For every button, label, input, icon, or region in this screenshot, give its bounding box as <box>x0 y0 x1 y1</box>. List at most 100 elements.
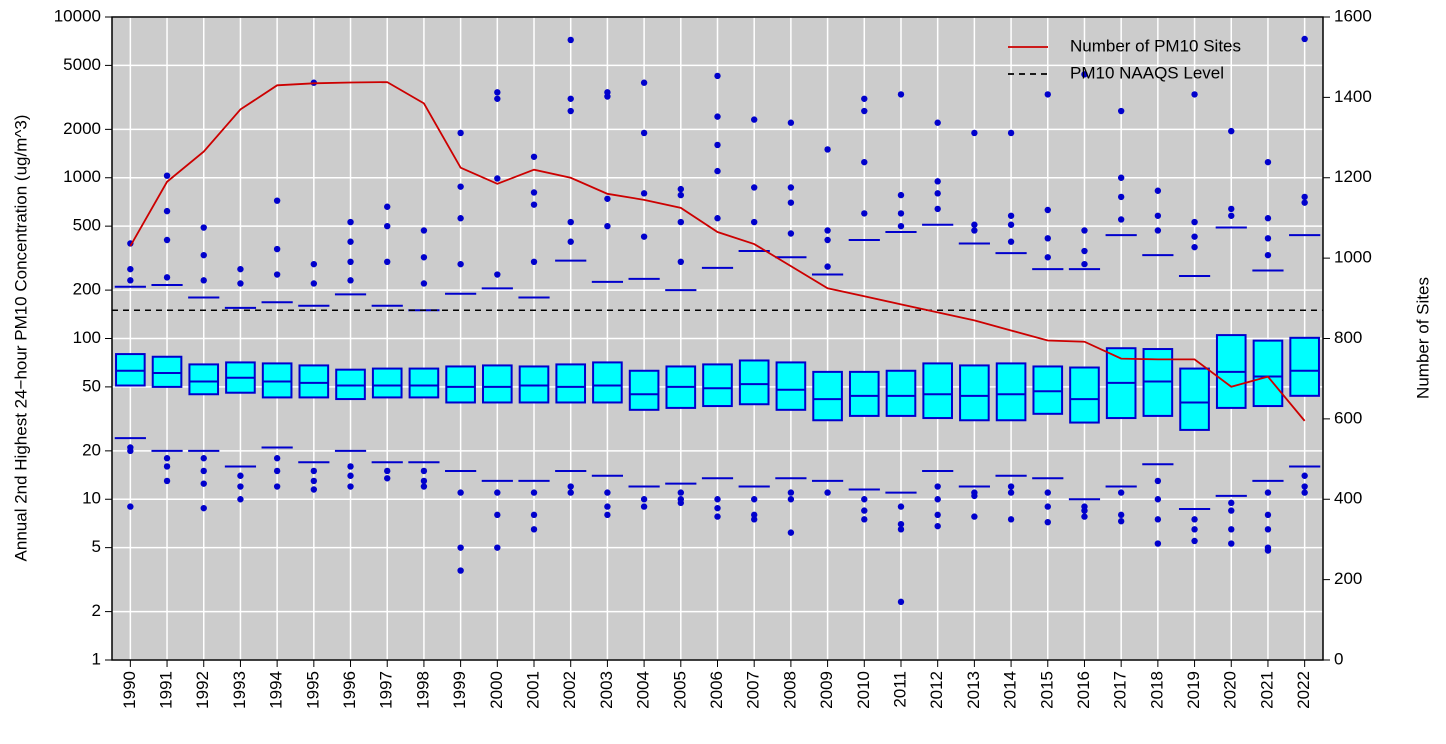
outlier <box>530 189 538 196</box>
outlier <box>971 221 978 228</box>
y-tick-label: 500 <box>73 216 101 235</box>
outlier <box>494 489 501 496</box>
outlier <box>1228 540 1235 547</box>
box <box>775 361 807 411</box>
y-tick-label: 200 <box>73 280 101 299</box>
box <box>335 368 366 401</box>
plot-frame <box>111 16 1324 661</box>
y2-tick-label: 1000 <box>1334 248 1372 267</box>
x-tick-label: 2021 <box>1257 671 1276 709</box>
outlier <box>1301 35 1308 43</box>
outlier <box>971 227 978 234</box>
outlier <box>1044 206 1051 214</box>
x-tick-label: 2003 <box>597 671 616 709</box>
outlier <box>1117 518 1125 525</box>
outlier <box>1301 483 1308 490</box>
x-tick-label: 2005 <box>670 671 689 709</box>
outlier <box>604 489 611 496</box>
outlier <box>384 475 391 482</box>
outlier <box>127 277 134 284</box>
outlier <box>1117 193 1125 201</box>
outlier <box>347 218 354 226</box>
outlier <box>897 222 905 230</box>
outlier <box>1264 547 1272 554</box>
legend-label: PM10 NAAQS Level <box>1070 63 1224 82</box>
outlier <box>787 184 795 191</box>
y-tick-label: 5 <box>92 537 101 556</box>
outlier <box>1154 477 1162 485</box>
outlier <box>1081 71 1088 78</box>
outlier <box>494 544 501 551</box>
y2-tick-label: 800 <box>1334 328 1362 347</box>
outlier <box>163 274 171 281</box>
outlier <box>530 201 538 208</box>
outlier <box>787 529 795 536</box>
outlier <box>420 477 428 485</box>
outlier <box>530 153 538 160</box>
outlier <box>604 503 611 510</box>
outlier <box>1081 260 1088 268</box>
outlier <box>163 477 171 485</box>
outlier <box>1007 483 1015 490</box>
x-tick-label: 2013 <box>964 671 983 709</box>
outlier <box>1044 489 1051 496</box>
outlier <box>494 95 501 102</box>
outlier <box>200 467 207 475</box>
y2-tick-label: 600 <box>1334 408 1362 427</box>
outlier <box>934 511 941 519</box>
y-tick-label: 5000 <box>63 55 101 74</box>
outlier <box>310 260 318 268</box>
box <box>628 369 660 411</box>
outlier <box>1044 91 1051 98</box>
outlier <box>824 236 831 244</box>
outlier <box>971 513 978 520</box>
outlier <box>457 567 464 574</box>
outlier <box>1191 233 1198 240</box>
x-tick-label: 2015 <box>1037 671 1056 709</box>
x-tick-label: 2014 <box>1001 671 1020 709</box>
box <box>702 363 733 408</box>
outlier <box>1228 205 1235 213</box>
outlier <box>897 526 905 533</box>
outlier <box>1191 243 1198 251</box>
x-tick-label: 1991 <box>157 671 176 709</box>
outlier <box>714 141 721 149</box>
outlier <box>750 496 758 503</box>
x-tick-label: 2016 <box>1074 671 1093 709</box>
x-tick-label: 2002 <box>560 671 579 709</box>
outlier <box>567 107 574 115</box>
outlier <box>457 215 464 222</box>
y2-tick-label: 1600 <box>1334 6 1372 25</box>
outlier <box>714 167 721 175</box>
outlier <box>1081 247 1088 255</box>
outlier <box>347 258 354 266</box>
outlier <box>640 79 648 86</box>
outlier <box>897 191 905 199</box>
outlier <box>677 191 685 199</box>
y-tick-label: 1 <box>92 649 101 668</box>
box <box>1252 339 1284 408</box>
box <box>408 367 440 399</box>
x-tick-label: 1990 <box>120 671 139 709</box>
outlier <box>1007 489 1015 496</box>
outlier <box>677 489 685 496</box>
x-tick-label: 2004 <box>634 671 653 709</box>
x-tick-label: 1992 <box>193 671 212 709</box>
box <box>592 361 623 404</box>
outlier <box>787 119 795 126</box>
outlier <box>273 483 281 490</box>
outlier <box>1154 516 1162 523</box>
y-tick-label: 1000 <box>63 167 101 186</box>
y-tick-label: 50 <box>82 376 101 395</box>
outlier <box>530 489 538 496</box>
y-axis-label: Annual 2nd Highest 24−hour PM10 Concentr… <box>11 115 30 562</box>
outlier <box>237 472 244 479</box>
outlier <box>1044 518 1051 526</box>
outlier <box>1007 212 1015 219</box>
outlier <box>824 263 831 270</box>
outlier <box>1191 516 1198 523</box>
outlier <box>127 503 134 510</box>
box <box>445 365 476 404</box>
outlier <box>1264 235 1272 242</box>
